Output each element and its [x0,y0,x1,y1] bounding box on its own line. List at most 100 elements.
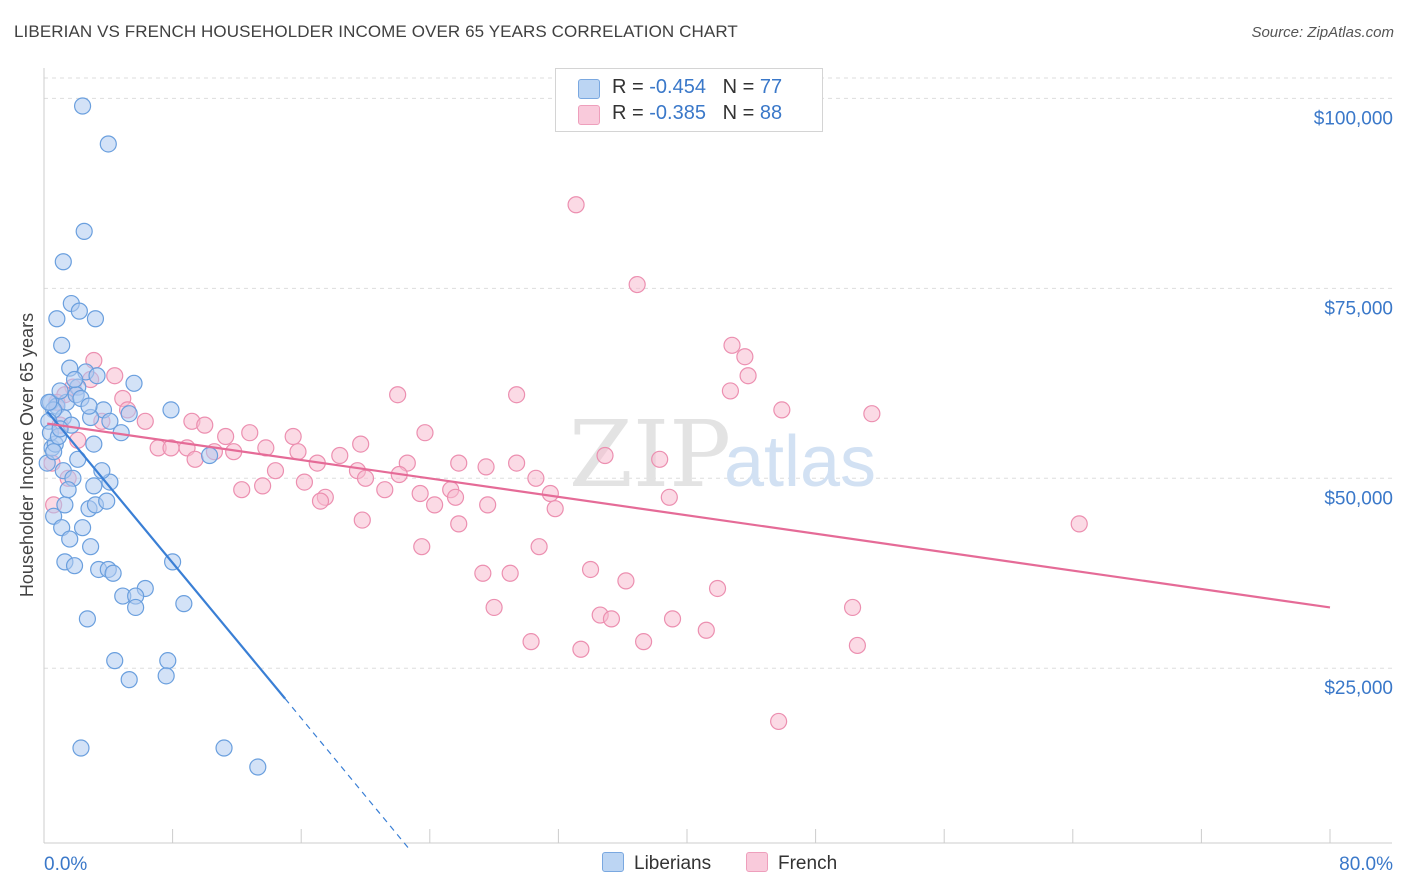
liberians-point [101,412,119,430]
liberians-point [82,538,100,556]
french-point [136,412,154,430]
y-tick-label: $75,000 [1324,298,1393,319]
french-point [450,515,468,533]
liberians-point [61,530,79,548]
french-point [708,579,727,598]
french-point [450,454,468,472]
french-point [522,633,540,651]
french-point [233,481,251,499]
french-point [736,348,754,366]
y-tick-label: $50,000 [1324,488,1393,509]
liberians-point [85,477,103,495]
french-point [651,450,669,468]
liberians-point [162,401,180,419]
french-point [617,572,635,590]
liberians-n-value: 77 [759,76,783,98]
french-point [376,481,394,499]
liberians-n-label: N = [722,76,760,98]
trend-lines [46,410,1331,851]
watermark-atlas: atlas [724,422,876,502]
french-point [311,492,330,510]
french-point [477,458,495,476]
french-point [572,640,590,658]
french-point [508,386,526,404]
liberians-point [127,598,145,617]
french-swatch [578,105,600,125]
french-point [266,462,285,480]
french-point [697,621,715,639]
liberians-point [56,496,74,514]
french-point [660,488,678,506]
liberians-point [249,758,267,776]
liberians-point [120,405,138,423]
french-point [602,610,621,628]
french-point [663,610,682,628]
grid-lines [44,77,1392,669]
correlation-legend: R = -0.454 N = 77 R = -0.385 N = 88 [555,68,823,132]
liberians-point [40,393,58,411]
french-point [186,450,204,468]
french-point [217,427,235,446]
french-point [413,538,431,556]
liberians-point [51,382,69,400]
french-point [628,275,646,294]
french-point [416,424,434,442]
liberians-swatch [578,79,600,99]
y-tick-label: $100,000 [1314,108,1393,129]
y-tick-label: $25,000 [1324,678,1393,699]
liberians-point [78,610,97,628]
tick-labels: $25,000 $50,000 $75,000 $100,000 0.0% 80.0% [44,108,1393,875]
french-point [843,598,862,617]
liberians-point [53,336,71,354]
french-point [289,443,307,461]
french-point [508,454,526,472]
liberians-point [200,446,219,465]
liberians-point [59,481,77,499]
liberians-point [45,443,63,461]
french-n-value: 88 [759,102,783,124]
french-point [106,367,124,385]
french-point [446,488,465,506]
watermark: ZIP atlas [569,401,876,508]
source-credit: Source: ZipAtlas.com [1251,24,1394,41]
liberians-point [159,652,177,670]
legend-french: French [746,852,837,875]
liberians-point [72,739,90,757]
french-point [596,446,614,465]
liberians-point [65,370,84,389]
liberians-point [99,135,117,153]
french-point [501,564,519,582]
french-point [389,386,407,404]
legend-french-swatch [746,852,768,872]
french-point [723,336,741,354]
french-point [770,712,788,731]
liberians-point [86,310,105,328]
liberians-point [88,367,106,385]
legend-french-label: French [778,853,838,874]
liberians-point [70,302,88,320]
french-point [485,598,503,617]
liberians-trend-line [46,410,286,700]
legend-liberians: Liberians [602,852,711,875]
french-point [356,469,375,487]
liberians-point [157,667,175,685]
liberians-point [125,374,143,392]
liberians-point [48,310,66,328]
series-liberians-points [38,97,267,776]
french-point [352,435,370,453]
french-point [739,367,757,385]
liberians-point [73,97,92,115]
french-point [567,196,585,214]
french-point [331,446,349,465]
legend-liberians-label: Liberians [634,853,712,874]
french-point [241,424,259,442]
liberians-point [215,739,233,757]
french-point [530,538,548,556]
watermark-zip: ZIP [569,401,731,508]
french-point [196,416,214,434]
liberians-point [85,435,103,453]
liberians-point [175,595,193,613]
french-point [353,511,371,529]
french-point [254,477,272,495]
